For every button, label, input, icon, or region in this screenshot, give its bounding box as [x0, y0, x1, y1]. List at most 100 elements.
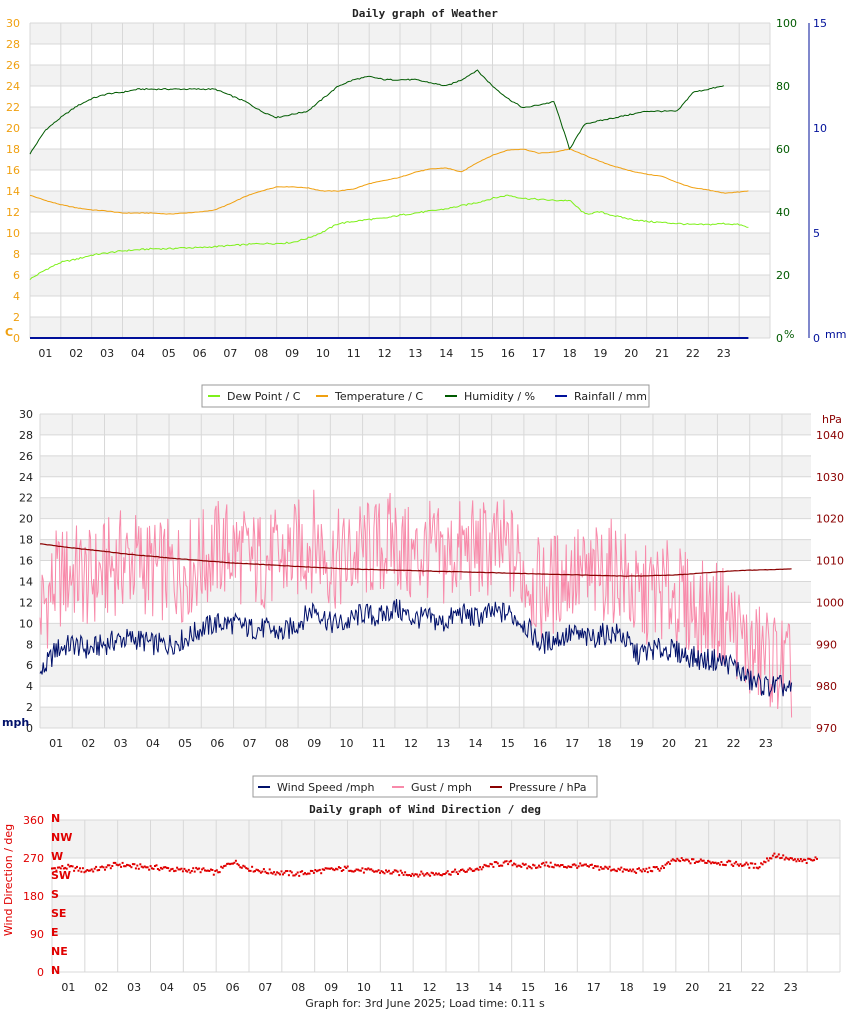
direction-point [358, 869, 361, 872]
direction-point [801, 860, 804, 863]
legend-label: Humidity / % [464, 390, 535, 403]
direction-point [445, 871, 448, 874]
direction-point [451, 871, 454, 873]
direction-point [183, 867, 186, 870]
direction-point [635, 871, 638, 874]
humidity-axis-tick: 100 [776, 17, 797, 30]
temp-axis-tick: 8 [13, 248, 20, 261]
direction-point [99, 866, 102, 869]
hour-tick-label: 19 [652, 981, 666, 994]
direction-point [206, 869, 209, 872]
direction-point [695, 860, 698, 863]
direction-point [786, 857, 789, 860]
direction-point [51, 867, 53, 870]
direction-point [237, 864, 240, 867]
direction-point [186, 870, 189, 873]
direction-point [448, 873, 451, 876]
direction-point [204, 869, 206, 872]
temp-axis-tick: 24 [6, 80, 20, 93]
direction-point [158, 869, 161, 872]
direction-point [527, 865, 530, 868]
direction-point [589, 864, 592, 866]
direction-point [386, 870, 389, 873]
direction-point [614, 869, 617, 872]
direction-point [156, 868, 159, 870]
direction-point [61, 865, 64, 867]
compass-label: SW [51, 869, 71, 882]
direction-grid [51, 819, 841, 973]
direction-point [721, 863, 724, 866]
direction-point [502, 861, 505, 864]
direction-point [508, 860, 511, 863]
direction-point [799, 858, 802, 860]
direction-point [623, 868, 626, 871]
direction-point [577, 865, 580, 868]
direction-point [140, 865, 143, 868]
direction-point [59, 867, 62, 870]
direction-point [177, 868, 180, 871]
direction-point [229, 863, 231, 866]
direction-point [189, 871, 192, 874]
direction-point [93, 867, 96, 870]
direction-point [595, 865, 598, 868]
direction-point [652, 866, 655, 868]
direction-point [418, 873, 421, 876]
direction-point [798, 860, 801, 862]
direction-point [337, 866, 340, 869]
hour-tick-label: 09 [285, 347, 299, 360]
hour-tick-label: 14 [439, 347, 453, 360]
direction-point [563, 865, 565, 868]
direction-point [62, 867, 65, 870]
direction-point [592, 867, 595, 869]
direction-point [783, 858, 786, 861]
direction-point [214, 870, 217, 872]
direction-point [65, 867, 68, 870]
hour-tick-label: 02 [94, 981, 108, 994]
direction-point [571, 863, 574, 866]
pressure-line [40, 543, 792, 577]
direction-point [154, 865, 156, 867]
direction-point [711, 861, 714, 864]
direction-point [53, 867, 56, 870]
direction-point [746, 863, 749, 866]
direction-point [261, 870, 264, 873]
direction-point [212, 873, 215, 876]
direction-point [543, 864, 546, 867]
direction-point [383, 872, 386, 875]
direction-point [467, 868, 470, 871]
direction-point [674, 860, 677, 862]
direction-point [109, 867, 112, 870]
direction-point [615, 870, 618, 873]
hour-tick-label: 15 [501, 737, 515, 750]
direction-point [114, 861, 117, 864]
direction-point [479, 866, 482, 869]
weather-series [29, 69, 749, 339]
direction-point [279, 873, 281, 876]
direction-point [633, 870, 636, 873]
direction-point [373, 870, 376, 873]
direction-point [620, 866, 623, 869]
grid-band [40, 665, 811, 687]
hour-tick-label: 21 [655, 347, 669, 360]
direction-point [424, 873, 427, 876]
direction-point [117, 864, 120, 867]
direction-point [436, 873, 439, 876]
direction-point [432, 872, 434, 875]
direction-point [398, 874, 401, 877]
hour-tick-label: 10 [357, 981, 371, 994]
direction-point [568, 865, 571, 868]
direction-point [776, 855, 779, 858]
direction-point [349, 869, 352, 872]
humidity-axis-tick: 40 [776, 206, 790, 219]
direction-point [557, 864, 560, 867]
direction-point [621, 870, 624, 873]
direction-point [564, 866, 567, 868]
direction-point [273, 871, 276, 874]
direction-point [671, 858, 674, 861]
hour-tick-label: 06 [226, 981, 240, 994]
direction-point [179, 868, 181, 871]
direction-point [192, 867, 195, 870]
grid-band [40, 581, 811, 603]
